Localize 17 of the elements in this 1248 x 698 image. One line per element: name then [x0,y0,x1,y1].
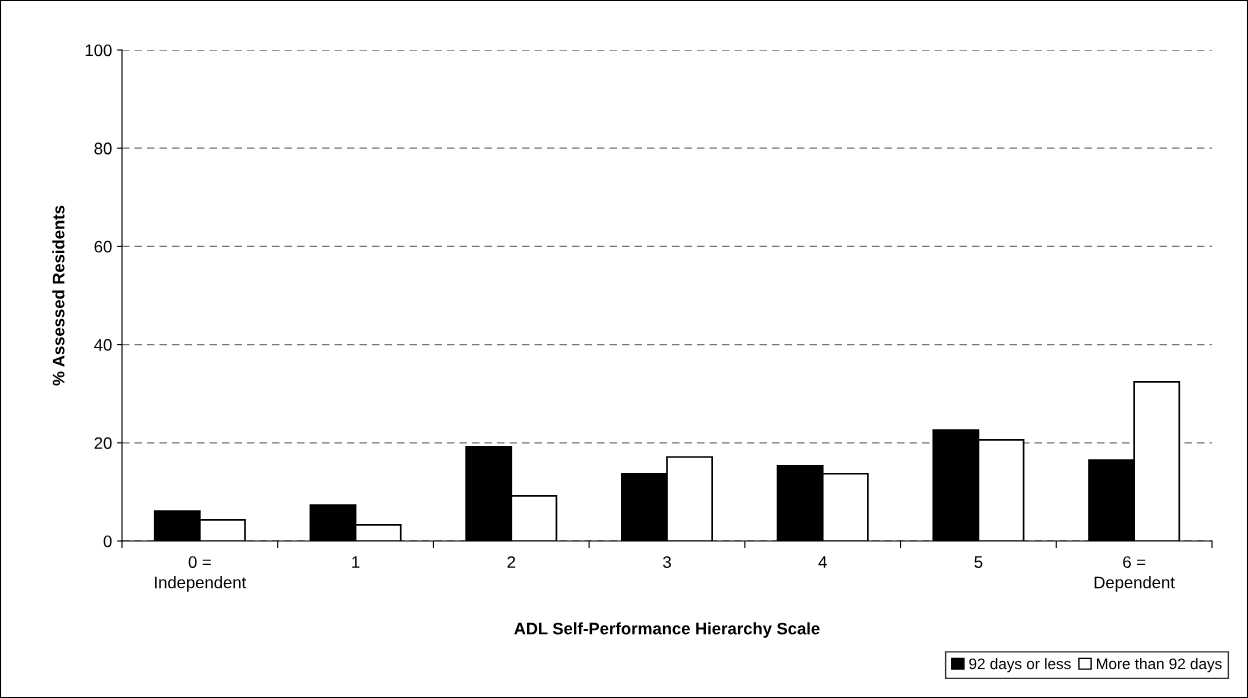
y-tick-label: 80 [94,142,112,155]
x-axis-title: ADL Self-Performance Hierarchy Scale [514,622,820,638]
x-tick-label: 0 = Independent [155,556,247,592]
legend-label: More than 92 days [1096,658,1222,673]
x-tick-label: 2 [507,556,516,568]
y-axis-title: % Assessed Residents [52,205,65,386]
x-tick-label: 3 [663,556,671,568]
y-tick-label: 100 [85,44,112,57]
y-tick-label: 40 [94,339,112,351]
x-tick-label: 5 [974,556,983,568]
y-tick-label: 0 [103,535,112,548]
y-tick-label: 60 [94,240,112,253]
y-tick-label: 20 [94,437,112,449]
x-tick-label: 6 = Dependent [1094,556,1175,592]
x-tick-label: 4 [818,556,827,568]
x-tick-label: 1 [352,556,360,568]
legend-label: 92 days or less [969,658,1071,673]
